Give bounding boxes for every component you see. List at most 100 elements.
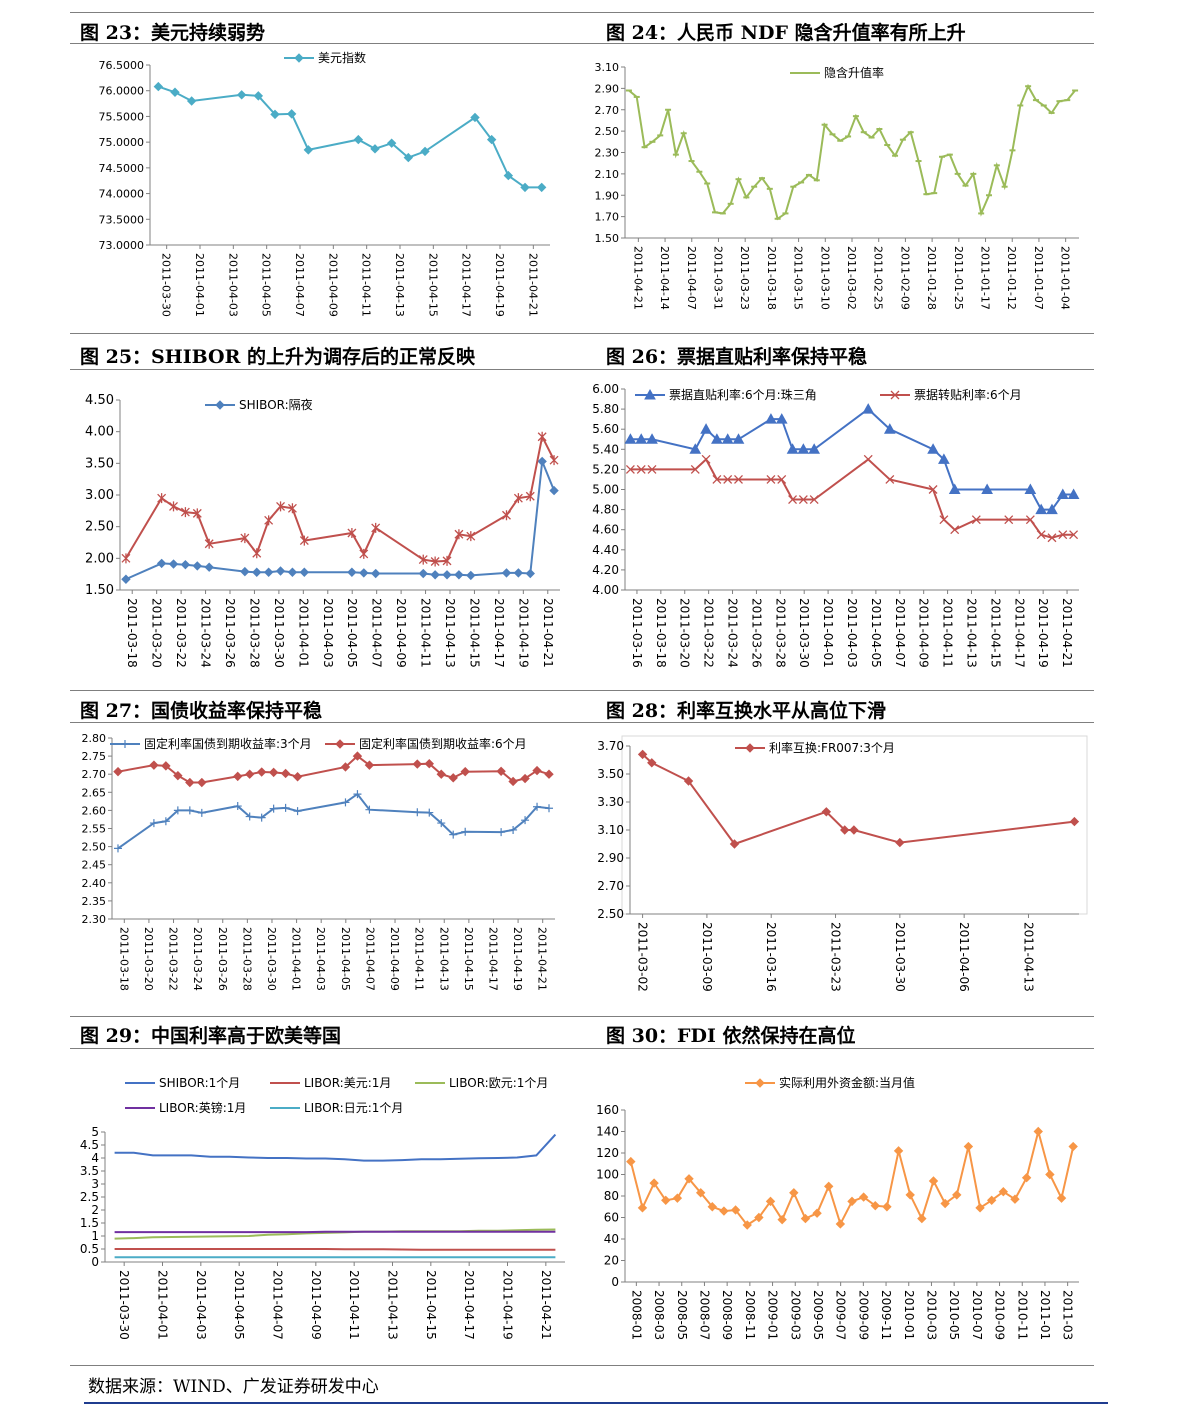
data-point	[253, 91, 264, 101]
data-point	[286, 109, 297, 119]
x-tick-label: 2011-03-15	[792, 246, 805, 310]
x-tick-label: 2011-04-11	[347, 1270, 361, 1340]
data-point	[647, 758, 657, 768]
legend-label: 实际利用外资金额:当月值	[779, 1075, 915, 1090]
x-tick-label: 2011-03-09	[700, 922, 714, 992]
x-tick-label: 2011-04-15	[424, 1270, 438, 1340]
x-tick-label: 2011-03-20	[150, 598, 164, 668]
series-line	[117, 792, 550, 850]
data-point	[370, 568, 381, 579]
series-markers	[637, 749, 1080, 849]
figure-29-title: 图 29：中国利率高于欧美等国	[80, 1025, 342, 1047]
y-tick-label: 2.30	[82, 913, 107, 926]
x-tick-label: 2010-11	[1015, 1290, 1029, 1340]
x-tick-label: 2011-04-19	[511, 927, 524, 991]
x-tick-label: 2011-01-25	[952, 246, 965, 310]
x-tick-label: 2011-04-05	[345, 598, 359, 668]
legend-label: 固定利率国债到期收益率:3个月	[144, 736, 312, 751]
y-tick-label: 2.55	[82, 823, 107, 836]
y-tick-label: 2.40	[82, 877, 107, 890]
title-rule-4	[70, 1048, 1094, 1049]
data-point	[240, 533, 250, 544]
y-tick-label: 2.50	[82, 841, 107, 854]
data-point	[347, 567, 357, 577]
x-tick-label: 2011-04-11	[360, 253, 373, 317]
data-point	[496, 766, 506, 777]
section-rule-2	[70, 333, 1094, 334]
data-point	[233, 802, 242, 811]
x-tick-label: 2009-07	[834, 1290, 848, 1340]
y-tick-label: 2.5	[80, 1190, 99, 1204]
data-point	[442, 570, 452, 580]
x-tick-label: 2011-03-23	[738, 246, 751, 310]
x-tick-label: 2011-04-15	[462, 927, 475, 991]
y-tick-label: 2	[91, 1203, 99, 1217]
x-tick-label: 2011-04-17	[460, 253, 473, 317]
series-line	[628, 83, 1076, 221]
data-point	[626, 1156, 636, 1167]
data-point	[503, 170, 514, 181]
x-tick-label: 2011-04-03	[321, 598, 335, 668]
series-markers	[624, 403, 1080, 515]
data-point	[635, 433, 648, 444]
x-tick-label: 2009-03	[788, 1290, 802, 1340]
x-tick-label: 2011-04-03	[226, 253, 239, 317]
x-tick-label: 2011-03-28	[247, 598, 261, 668]
legend-label: 票据转贴利率:6个月	[914, 387, 1022, 402]
data-point	[1010, 1194, 1020, 1204]
data-point	[690, 464, 700, 474]
data-point	[280, 768, 291, 779]
y-tick-label: 74.5000	[99, 162, 145, 175]
data-point	[812, 1208, 822, 1218]
data-point	[544, 769, 554, 779]
data-point	[156, 558, 167, 569]
data-point	[113, 766, 123, 777]
y-tick-label: 1.70	[595, 211, 620, 224]
y-tick-label: 5.20	[592, 462, 619, 476]
y-tick-label: 3.30	[597, 795, 624, 809]
y-tick-label: 3.00	[85, 488, 114, 503]
y-tick-label: 2.70	[595, 104, 620, 117]
data-point	[466, 570, 476, 581]
x-tick-label: 2011-04-15	[467, 598, 481, 668]
legend-item: 美元指数	[284, 50, 366, 65]
data-point	[341, 798, 350, 807]
series-markers	[625, 85, 1079, 220]
data-point	[418, 568, 428, 579]
x-tick-label: 2011-04-09	[309, 1270, 323, 1340]
y-tick-label: 6.00	[592, 382, 619, 396]
x-tick-label: 2011-04-19	[501, 1270, 515, 1340]
data-point	[170, 87, 180, 97]
data-point	[185, 806, 194, 815]
f28-svg: 2.50 2.70 2.90 3.10 3.30 3.50 3.70 2011-03-02 20…	[597, 735, 1088, 992]
data-point	[729, 839, 740, 849]
y-tick-label: 5.00	[592, 483, 619, 497]
x-tick-label: 2008-07	[697, 1290, 711, 1340]
series-markers	[113, 790, 554, 853]
x-tick-label: 2011-03-30	[797, 598, 811, 668]
data-point	[661, 1195, 671, 1206]
data-point	[352, 751, 363, 761]
x-tick-label: 2011-04-11	[941, 598, 955, 668]
data-point	[497, 828, 506, 837]
x-tick-label: 2011-03-24	[199, 598, 213, 668]
data-point	[734, 474, 743, 484]
data-point	[521, 816, 530, 825]
x-tick-label: 2011-03-22	[702, 598, 716, 668]
data-point	[257, 813, 266, 822]
data-point	[365, 805, 374, 814]
data-point	[721, 433, 734, 444]
data-point	[113, 844, 122, 853]
x-tick-label: 2011-02-25	[872, 246, 885, 310]
x-tick-label: 2011-04-17	[462, 1270, 476, 1340]
data-point	[732, 433, 745, 444]
data-point	[789, 1188, 799, 1198]
data-point	[236, 90, 247, 100]
x-tick-label: 2009-05	[811, 1290, 825, 1340]
x-tick-label: 2011-04-21	[631, 246, 644, 310]
data-point	[647, 464, 657, 474]
data-point	[998, 1186, 1009, 1197]
data-point	[885, 474, 895, 484]
y-tick-label: 5.60	[592, 422, 619, 436]
y-tick-label: 1.90	[595, 189, 620, 202]
